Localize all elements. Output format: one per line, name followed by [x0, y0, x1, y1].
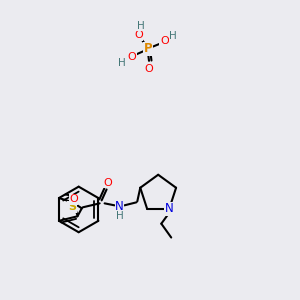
Text: P: P — [144, 42, 152, 56]
Text: O: O — [134, 31, 143, 40]
Text: O: O — [103, 178, 112, 188]
Text: O: O — [145, 64, 153, 74]
Text: H: H — [169, 31, 177, 41]
Text: O: O — [160, 36, 169, 46]
Text: H: H — [118, 58, 126, 68]
Text: O: O — [69, 194, 78, 204]
Text: N: N — [115, 200, 124, 213]
Text: H: H — [136, 21, 144, 31]
Text: O: O — [128, 52, 136, 62]
Text: S: S — [68, 202, 76, 212]
Text: N: N — [165, 202, 174, 215]
Text: H: H — [116, 211, 123, 221]
